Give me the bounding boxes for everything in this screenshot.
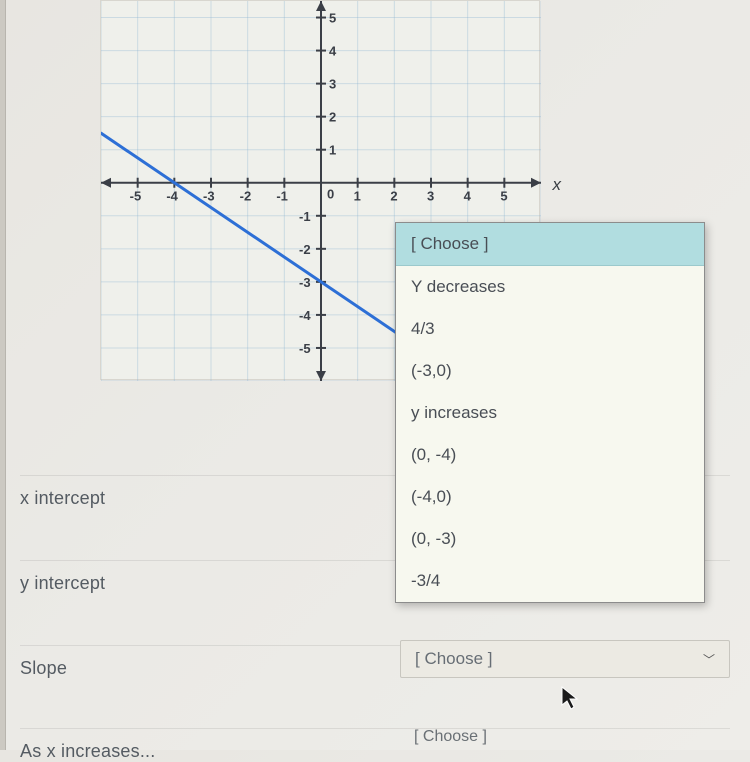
svg-text:0: 0 [327, 187, 334, 202]
x-axis-label: x [553, 175, 562, 195]
select-slope[interactable]: [ Choose ] ﹀ [400, 640, 730, 678]
svg-text:-2: -2 [240, 189, 252, 204]
svg-text:-4: -4 [299, 308, 311, 323]
dropdown-prompt[interactable]: [ Choose ] [396, 223, 704, 266]
svg-text:-4: -4 [166, 189, 178, 204]
svg-text:-3: -3 [299, 275, 311, 290]
select-slope-label: [ Choose ] [415, 649, 493, 669]
dropdown-option[interactable]: Y decreases [396, 266, 704, 308]
svg-text:3: 3 [427, 189, 434, 204]
dropdown-option[interactable]: (0, -4) [396, 434, 704, 476]
label-as-x-increases: As x increases... [20, 741, 155, 761]
svg-text:-2: -2 [299, 242, 311, 257]
svg-text:-5: -5 [130, 189, 142, 204]
label-slope: Slope [20, 658, 67, 678]
dropdown-option[interactable]: 4/3 [396, 308, 704, 350]
chevron-down-icon: ﹀ [703, 651, 715, 668]
svg-text:4: 4 [464, 189, 472, 204]
svg-text:-1: -1 [276, 189, 288, 204]
svg-text:5: 5 [500, 189, 507, 204]
svg-text:4: 4 [329, 44, 337, 59]
dropdown-option[interactable]: (-4,0) [396, 476, 704, 518]
svg-text:1: 1 [354, 189, 361, 204]
svg-text:3: 3 [329, 77, 336, 92]
dropdown-option[interactable]: (0, -3) [396, 518, 704, 560]
dropdown-option[interactable]: (-3,0) [396, 350, 704, 392]
dropdown-option[interactable]: y increases [396, 392, 704, 434]
mouse-cursor-icon [560, 685, 580, 711]
label-x-intercept: x intercept [20, 488, 105, 508]
svg-text:-5: -5 [299, 341, 311, 356]
dropdown-open[interactable]: [ Choose ] Y decreases 4/3 (-3,0) y incr… [395, 222, 705, 603]
page-left-edge [0, 0, 6, 750]
svg-text:2: 2 [390, 189, 397, 204]
dropdown-option[interactable]: -3/4 [396, 560, 704, 602]
svg-text:1: 1 [329, 143, 336, 158]
label-y-intercept: y intercept [20, 573, 105, 593]
svg-text:5: 5 [329, 11, 336, 26]
select-asx-label: [ Choose ] [414, 728, 487, 745]
svg-text:-1: -1 [299, 209, 311, 224]
svg-text:2: 2 [329, 110, 336, 125]
